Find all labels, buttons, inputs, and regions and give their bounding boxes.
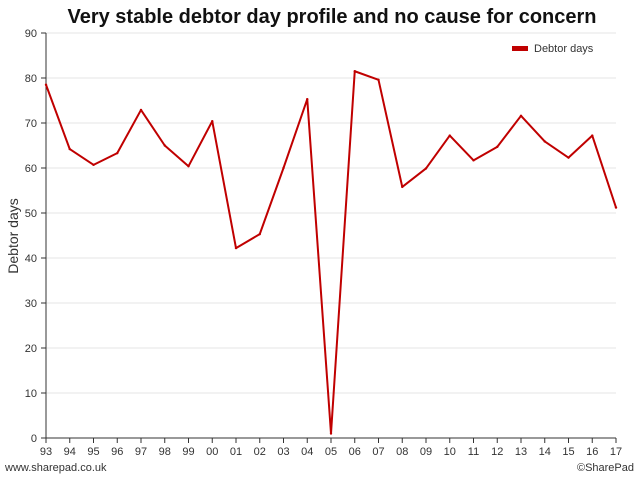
x-tick-label: 94	[64, 446, 76, 458]
data-point	[92, 163, 95, 167]
y-tick-label: 40	[25, 253, 37, 265]
data-point	[353, 70, 356, 73]
data-point	[424, 167, 428, 170]
y-tick-label: 60	[25, 163, 37, 175]
y-axis-ticks: 0 10 20 30 40 50 60 70 80 90	[25, 28, 46, 445]
data-point	[68, 147, 71, 151]
grid-lines	[46, 32, 616, 394]
x-axis-ticks: 93 94 95 96 97 98 99 00 01 02 03 04 05 06 07 08 09 10 11 12…	[40, 438, 622, 458]
x-tick-label: 93	[40, 446, 52, 458]
x-tick-label: 08	[396, 446, 408, 458]
data-point	[543, 140, 546, 143]
x-tick-label: 16	[586, 446, 598, 458]
y-tick-label: 10	[25, 388, 37, 400]
x-tick-label: 10	[444, 446, 456, 458]
data-point	[448, 134, 451, 137]
data-point	[234, 246, 238, 250]
data-point	[139, 108, 143, 112]
data-point	[116, 151, 119, 155]
x-tick-label: 02	[254, 446, 266, 458]
data-point	[401, 185, 404, 189]
footer-copyright: ©SharePad	[577, 462, 634, 474]
data-point	[306, 97, 309, 101]
data-point	[614, 206, 618, 209]
y-axis-label: Debtor days	[5, 198, 21, 273]
chart-legend: Debtor days	[512, 43, 594, 55]
data-point	[567, 156, 570, 159]
legend-label-debtor-days: Debtor days	[534, 43, 594, 55]
x-tick-label: 07	[372, 446, 384, 458]
x-tick-label: 14	[539, 446, 551, 458]
x-tick-label: 12	[491, 446, 503, 458]
x-tick-label: 97	[135, 446, 147, 458]
data-point	[496, 145, 499, 149]
y-tick-label: 90	[25, 28, 37, 40]
x-tick-label: 98	[159, 446, 171, 458]
y-tick-label: 0	[31, 433, 37, 445]
y-tick-label: 50	[25, 208, 37, 220]
x-tick-label: 09	[420, 446, 432, 458]
data-point	[591, 134, 594, 137]
x-tick-label: 95	[87, 446, 99, 458]
x-tick-label: 06	[349, 446, 361, 458]
series-layer	[44, 70, 618, 435]
x-tick-label: 05	[325, 446, 337, 458]
data-point	[329, 432, 333, 435]
x-tick-label: 17	[610, 446, 622, 458]
x-tick-label: 99	[182, 446, 194, 458]
x-tick-label: 03	[277, 446, 289, 458]
y-tick-label: 80	[25, 73, 37, 85]
data-point	[377, 78, 380, 82]
data-point	[519, 114, 523, 118]
data-point	[163, 144, 166, 147]
y-tick-label: 70	[25, 118, 37, 130]
data-point	[187, 165, 190, 168]
y-tick-label: 20	[25, 343, 37, 355]
x-tick-label: 15	[562, 446, 574, 458]
data-point	[472, 159, 475, 162]
x-tick-label: 11	[468, 446, 479, 458]
x-tick-label: 00	[206, 446, 218, 458]
data-point	[282, 166, 285, 170]
footer-website: www.sharepad.co.uk	[4, 462, 107, 474]
data-point	[44, 83, 48, 86]
x-tick-label: 01	[230, 446, 242, 458]
chart-title: Very stable debtor day profile and no ca…	[67, 6, 596, 28]
x-tick-label: 13	[515, 446, 527, 458]
x-tick-label: 96	[111, 446, 123, 458]
legend-swatch-debtor-days	[512, 46, 528, 51]
y-tick-label: 30	[25, 298, 37, 310]
x-tick-label: 04	[301, 446, 313, 458]
data-point	[211, 120, 214, 123]
data-point	[258, 232, 261, 236]
